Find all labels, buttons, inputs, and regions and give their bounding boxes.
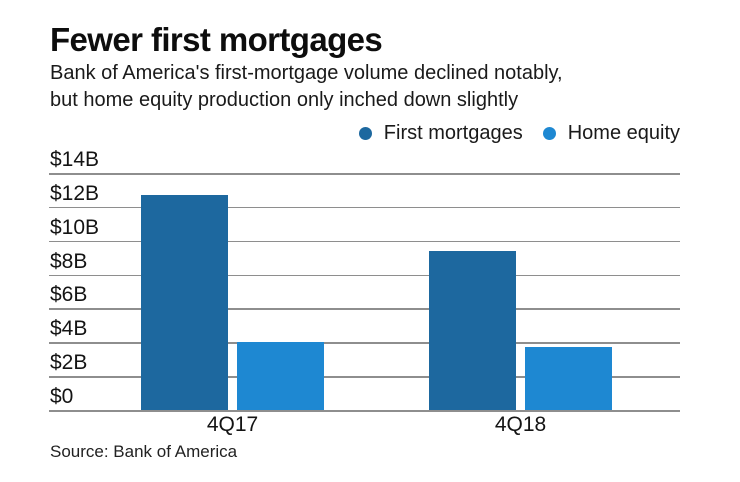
gridline--2b xyxy=(49,376,680,378)
gridline--6b xyxy=(49,308,680,310)
chart-subtitle-line1: Bank of America's first-mortgage volume … xyxy=(50,62,563,84)
bar-first-mortgages-4q17 xyxy=(141,195,228,410)
y-axis-tick-label: $4B xyxy=(50,317,88,341)
legend-label: Home equity xyxy=(567,122,680,144)
x-axis-tick-label: 4Q18 xyxy=(494,413,547,436)
legend: First mortgages Home equity xyxy=(358,122,680,145)
chart-header: Fewer first mortgages Bank of America's … xyxy=(50,22,700,112)
y-axis-tick-label: $6B xyxy=(50,283,88,307)
gridline--10b xyxy=(49,240,680,243)
y-axis-tick-label: $12B xyxy=(50,181,100,205)
gridline--0 xyxy=(49,410,680,412)
bar-home-equity-4q18 xyxy=(525,347,612,410)
y-axis-tick-label: $10B xyxy=(50,215,100,239)
source-note: Source: Bank of America xyxy=(50,442,238,461)
y-axis-tick-label: $14B xyxy=(50,148,100,171)
bar-first-mortgages-4q18 xyxy=(429,250,516,410)
x-axis-tick-label: 4Q17 xyxy=(206,413,259,436)
bar-home-equity-4q17 xyxy=(237,342,324,410)
legend-dot-icon xyxy=(358,127,372,140)
gridline--12b xyxy=(49,206,680,209)
y-axis-tick-label: $8B xyxy=(50,249,88,273)
gridline--14b xyxy=(49,173,680,175)
y-axis-tick-label: $0 xyxy=(50,385,74,408)
legend-item-home-equity: Home equity xyxy=(542,122,680,145)
legend-dot-icon xyxy=(542,127,556,140)
legend-label: First mortgages xyxy=(383,122,523,144)
gridline--4b xyxy=(49,342,680,344)
chart-title: Fewer first mortgages xyxy=(50,21,383,58)
gridline--8b xyxy=(49,274,680,277)
y-axis-tick-label: $2B xyxy=(50,351,88,375)
legend-item-first-mortgages: First mortgages xyxy=(358,122,523,145)
chart-subtitle-line2: but home equity production only inched d… xyxy=(50,89,519,111)
